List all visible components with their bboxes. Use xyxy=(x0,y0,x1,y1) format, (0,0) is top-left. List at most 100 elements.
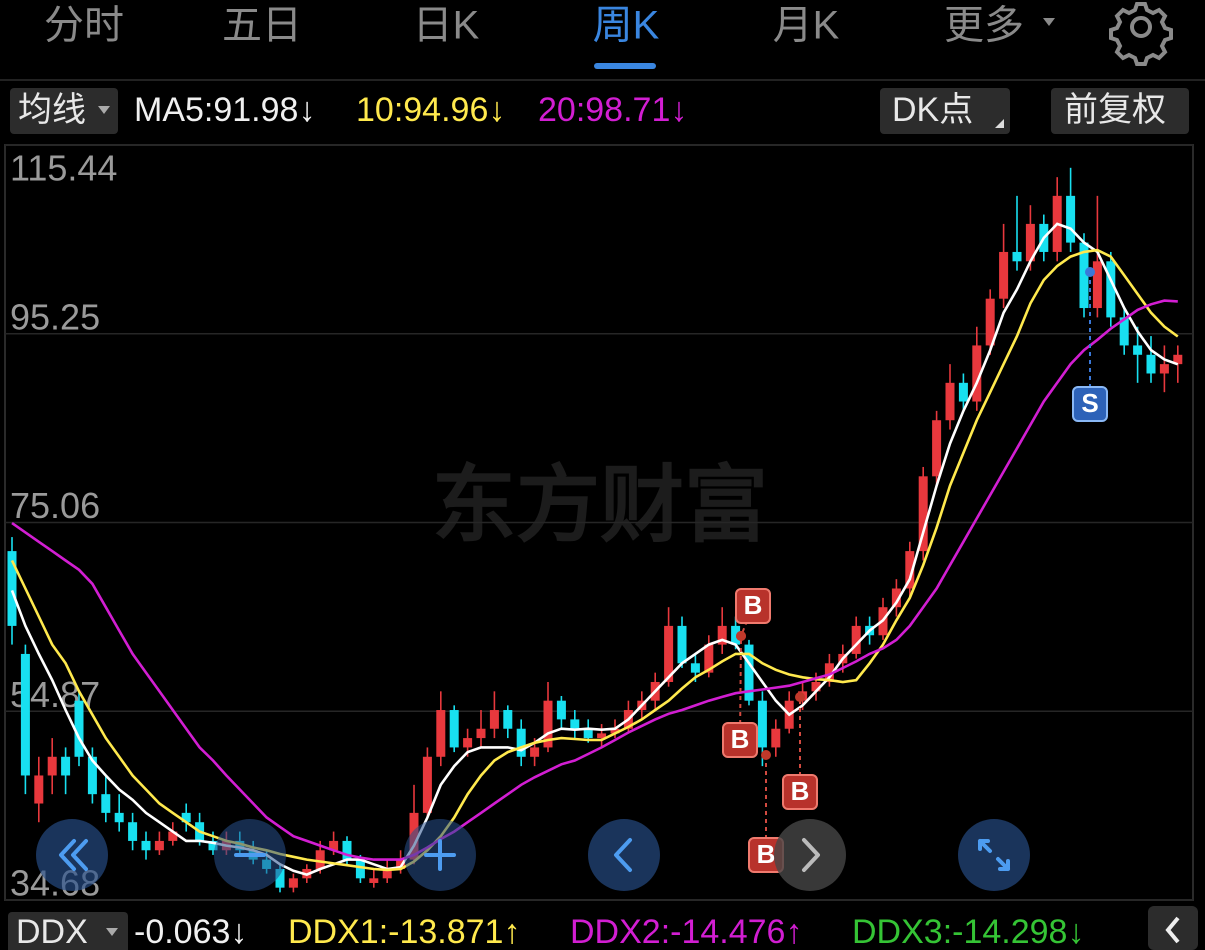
candle-body xyxy=(141,840,151,851)
candle-body xyxy=(664,625,674,682)
dk-box[interactable] xyxy=(880,88,1010,134)
candle-body xyxy=(1012,251,1022,262)
signal-badge xyxy=(1072,386,1108,422)
candle-body xyxy=(824,663,834,682)
signal-dot xyxy=(795,692,805,702)
candle-body xyxy=(932,420,942,477)
candle-body xyxy=(476,728,486,739)
candle-body xyxy=(1066,195,1076,243)
ma-line xyxy=(10,248,1179,872)
candle-body xyxy=(369,878,379,883)
nav-fullscreen[interactable] xyxy=(958,819,1030,891)
candle-body xyxy=(503,710,513,729)
ma-line xyxy=(10,222,1179,876)
candle-body xyxy=(1106,261,1116,318)
candle-body xyxy=(1133,345,1143,355)
candle-body xyxy=(717,625,727,645)
ddx1-value: DDX1:-13.871↑ xyxy=(288,913,520,950)
candle-body xyxy=(999,251,1009,299)
ddx-value: -0.063↓ xyxy=(134,913,247,950)
candle-body xyxy=(811,681,821,692)
icon-collapse xyxy=(1165,916,1180,944)
dropdown-arrow xyxy=(1043,18,1055,26)
candle-body xyxy=(355,859,365,879)
signal-dot xyxy=(761,750,771,760)
candle-body xyxy=(918,476,928,552)
candle-body xyxy=(985,298,995,346)
dropdown-arrow xyxy=(98,106,110,114)
adjust-box[interactable] xyxy=(1051,88,1189,134)
tab-active[interactable]: 周K xyxy=(593,4,660,48)
tab[interactable]: 更多 xyxy=(944,4,1024,48)
candle-body xyxy=(20,653,30,776)
candle-body xyxy=(422,756,432,813)
icon-expand xyxy=(978,839,1010,871)
candle-body xyxy=(128,822,138,841)
candle-body xyxy=(891,588,901,608)
ma-menu[interactable]: 均线 xyxy=(18,91,86,129)
candle-body xyxy=(1146,354,1156,374)
candle-body xyxy=(543,700,553,748)
candle-body xyxy=(288,878,298,888)
signal-badge xyxy=(782,774,818,810)
candle-body xyxy=(851,625,861,654)
tab[interactable]: 月K xyxy=(773,4,840,48)
tab[interactable]: 日K xyxy=(413,4,480,48)
ma-menu-box[interactable] xyxy=(10,88,118,134)
candle-body xyxy=(208,840,218,851)
dk-button[interactable]: DK点 xyxy=(892,91,973,129)
candle-body xyxy=(1119,317,1129,346)
ddx-menu[interactable]: DDX xyxy=(16,913,88,950)
candle-body xyxy=(275,868,285,888)
candle-body xyxy=(114,812,124,823)
candle-body xyxy=(61,756,71,776)
tab[interactable]: 五日 xyxy=(222,4,302,48)
candle-body xyxy=(1159,364,1169,374)
candle-body xyxy=(7,551,17,626)
candle-body xyxy=(74,700,84,757)
candle-body xyxy=(449,710,459,748)
corner-arrow xyxy=(995,119,1004,128)
candle-body xyxy=(972,345,982,402)
candle-body xyxy=(530,747,540,757)
nav-buttons xyxy=(36,819,1030,891)
candle-body xyxy=(1079,242,1089,309)
tab[interactable]: 分时 xyxy=(44,4,124,48)
watermark: 东方财富 xyxy=(432,458,768,552)
icon-rewind xyxy=(59,839,88,871)
candle-body xyxy=(396,859,406,869)
candle-body xyxy=(87,756,97,795)
dropdown-arrow xyxy=(106,928,118,936)
candle-body xyxy=(101,794,111,813)
candle-body xyxy=(1173,354,1183,365)
y-tick-label: 115.44 xyxy=(10,148,117,189)
collapse-box[interactable] xyxy=(1148,906,1198,950)
signal-label: B xyxy=(731,724,750,754)
candle-body xyxy=(958,382,968,402)
candle-body xyxy=(945,382,955,421)
candle-body xyxy=(1092,261,1102,309)
ddx2-value: DDX2:-14.476↑ xyxy=(570,913,802,950)
candle-body xyxy=(436,710,446,757)
candle-body xyxy=(690,663,700,673)
candle-body xyxy=(1025,223,1035,262)
signal-label: B xyxy=(757,839,776,869)
signal-label: B xyxy=(744,590,763,620)
candle-body xyxy=(181,812,191,823)
ma-line xyxy=(11,299,1178,861)
candle-body xyxy=(34,775,44,804)
candle-body xyxy=(556,700,566,720)
icon-prev xyxy=(614,838,632,872)
candle-body xyxy=(757,700,767,748)
candle-body xyxy=(329,840,339,851)
candle-body xyxy=(597,733,607,739)
settings-icon[interactable] xyxy=(1109,2,1173,66)
candle-body xyxy=(704,644,714,673)
nav-prev[interactable] xyxy=(588,819,660,891)
ddx-menu-box[interactable] xyxy=(8,912,128,950)
signal-badge xyxy=(735,588,771,624)
adjust-button[interactable]: 前复权 xyxy=(1064,91,1166,129)
nav-next[interactable] xyxy=(774,819,846,891)
